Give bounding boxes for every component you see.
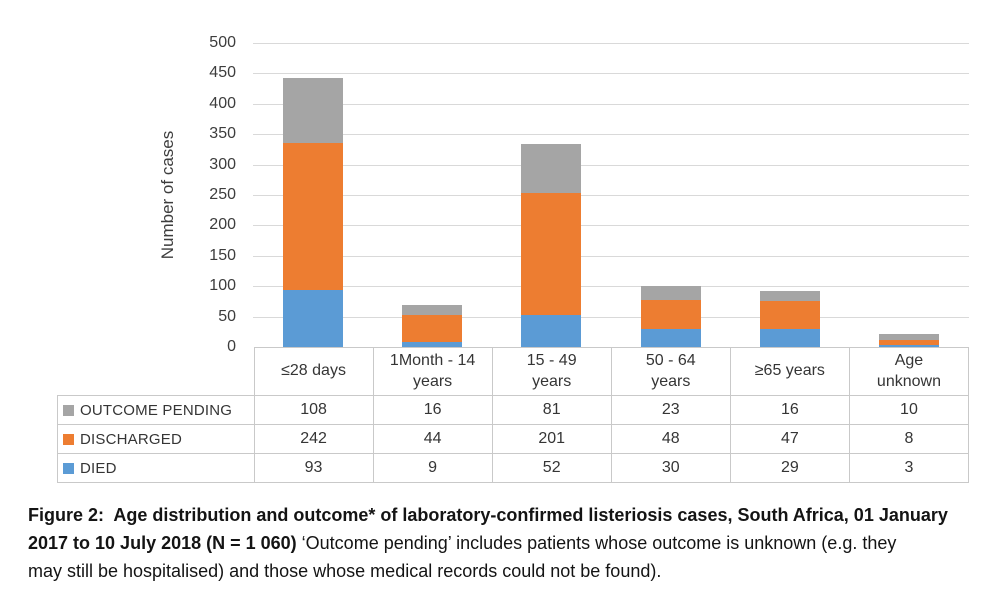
bar-segment-died <box>282 290 343 347</box>
y-axis-tick-label: 50 <box>218 307 236 325</box>
y-axis-tick-label: 500 <box>209 34 236 51</box>
bar-segment-discharged <box>879 340 940 346</box>
value-cell: 8 <box>848 424 970 454</box>
value-cell: 201 <box>491 424 612 454</box>
legend-key-icon <box>63 433 74 445</box>
gridline <box>253 225 969 227</box>
value-cell: 30 <box>610 453 731 483</box>
bar-segment-discharged <box>282 143 343 291</box>
data-table-body: OUTCOME PENDING 108 16 81 23 16 10 DISCHARGED 24… <box>57 395 970 483</box>
table-row-outcome-pending: OUTCOME PENDING 108 16 81 23 16 10 <box>57 395 970 425</box>
legend-cell-died: DIED <box>57 453 255 483</box>
category-header-cell: ≥65 years <box>729 347 850 396</box>
value-cell: 10 <box>848 395 970 425</box>
y-axis-ticks: 0 50 100 150 200 250 300 350 400 450 500 <box>0 34 236 355</box>
y-axis-tick-label: 200 <box>209 216 236 234</box>
table-row-died: DIED 93 9 52 30 29 3 <box>57 453 970 483</box>
bar-stack-50---64 <box>640 285 701 347</box>
bar-segment-discharged <box>402 314 462 342</box>
bar-segment-outcome-pending <box>402 305 462 315</box>
table-row-discharged: DISCHARGED 242 44 201 48 47 8 <box>57 424 970 454</box>
value-cell: 81 <box>491 395 612 425</box>
legend-label: OUTCOME PENDING <box>80 401 233 419</box>
y-axis-tick-label: 250 <box>209 186 236 203</box>
bar-segment-outcome-pending <box>282 77 343 144</box>
value-cell: 44 <box>372 424 493 454</box>
data-table: ≤28 days 1Month - 14 years 15 - 49 years 50… <box>57 347 970 483</box>
legend-key-icon <box>63 404 74 416</box>
table-header-row: ≤28 days 1Month - 14 years 15 - 49 years 50… <box>58 347 970 396</box>
bar-segment-died <box>402 341 462 347</box>
value-cell: 29 <box>729 453 850 483</box>
value-cell: 52 <box>491 453 612 483</box>
y-axis-tick-label: 0 <box>227 338 236 355</box>
bar-stack-1month---14 <box>402 305 462 347</box>
gridline <box>253 73 969 75</box>
bar-segment-outcome-pending <box>640 285 701 300</box>
y-axis-tick-label: 100 <box>209 277 236 295</box>
bar-segment-outcome-pending <box>521 143 582 194</box>
gridline <box>253 255 969 257</box>
value-cell: 9 <box>372 453 493 483</box>
bar-segment-died <box>760 329 820 347</box>
gridline <box>253 103 969 105</box>
value-cell: 47 <box>729 424 850 454</box>
data-table-head: ≤28 days 1Month - 14 years 15 - 49 years 50… <box>58 347 970 396</box>
category-header-cell: 15 - 49 years <box>491 347 612 396</box>
legend-cell-discharged: DISCHARGED <box>57 424 255 454</box>
caption-line-3: may still be hospitalised) and those who… <box>28 561 662 581</box>
value-cell: 242 <box>253 424 374 454</box>
caption-line-1: Figure 2: Age distribution and outcome* … <box>28 505 948 525</box>
bar-segment-outcome-pending <box>879 334 940 341</box>
table-corner-cell <box>58 348 255 396</box>
category-header-cell: 1Month - 14 years <box>372 347 493 396</box>
category-header-cell: Age unknown <box>848 347 970 396</box>
figure-caption: Figure 2: Age distribution and outcome* … <box>28 501 988 585</box>
bar-segment-discharged <box>760 300 820 330</box>
gridline <box>253 195 969 196</box>
y-axis-tick-label: 300 <box>209 155 236 173</box>
bar-segment-died <box>640 328 701 347</box>
bar-segment-discharged <box>521 193 582 316</box>
legend-label: DIED <box>80 459 117 477</box>
gridline <box>253 43 969 44</box>
value-cell: 23 <box>610 395 731 425</box>
bar-segment-died <box>521 315 582 347</box>
value-cell: 48 <box>610 424 731 454</box>
bar-stack-age <box>879 334 940 347</box>
gridline <box>253 164 969 166</box>
category-header-cell: 50 - 64 years <box>610 347 731 396</box>
y-axis-tick-label: 350 <box>209 125 236 143</box>
chart-plot <box>253 43 969 347</box>
legend-cell-outcome-pending: OUTCOME PENDING <box>57 395 255 425</box>
y-axis-tick-label: 450 <box>209 64 236 82</box>
y-axis-tick-label: 150 <box>209 246 236 264</box>
bar-stack-≤28-days <box>282 77 343 347</box>
bar-stack-15---49 <box>521 143 582 347</box>
gridline <box>253 286 969 288</box>
value-cell: 16 <box>729 395 850 425</box>
bar-segment-died <box>879 345 940 347</box>
value-cell: 16 <box>372 395 493 425</box>
bar-segment-outcome-pending <box>760 291 820 301</box>
value-cell: 93 <box>253 453 374 483</box>
y-axis-tick-label: 400 <box>209 94 236 112</box>
legend-key-icon <box>63 462 74 474</box>
bar-stack-≥65-years <box>760 291 820 347</box>
category-header-cell: ≤28 days <box>253 347 374 396</box>
caption-line-2: 2017 to 10 July 2018 (N = 1 060) ‘Outcom… <box>28 533 897 553</box>
legend-label: DISCHARGED <box>80 430 183 448</box>
gridline <box>253 316 969 318</box>
bar-segment-discharged <box>640 299 701 329</box>
value-cell: 108 <box>253 395 374 425</box>
value-cell: 3 <box>848 453 970 483</box>
gridline <box>253 134 969 136</box>
